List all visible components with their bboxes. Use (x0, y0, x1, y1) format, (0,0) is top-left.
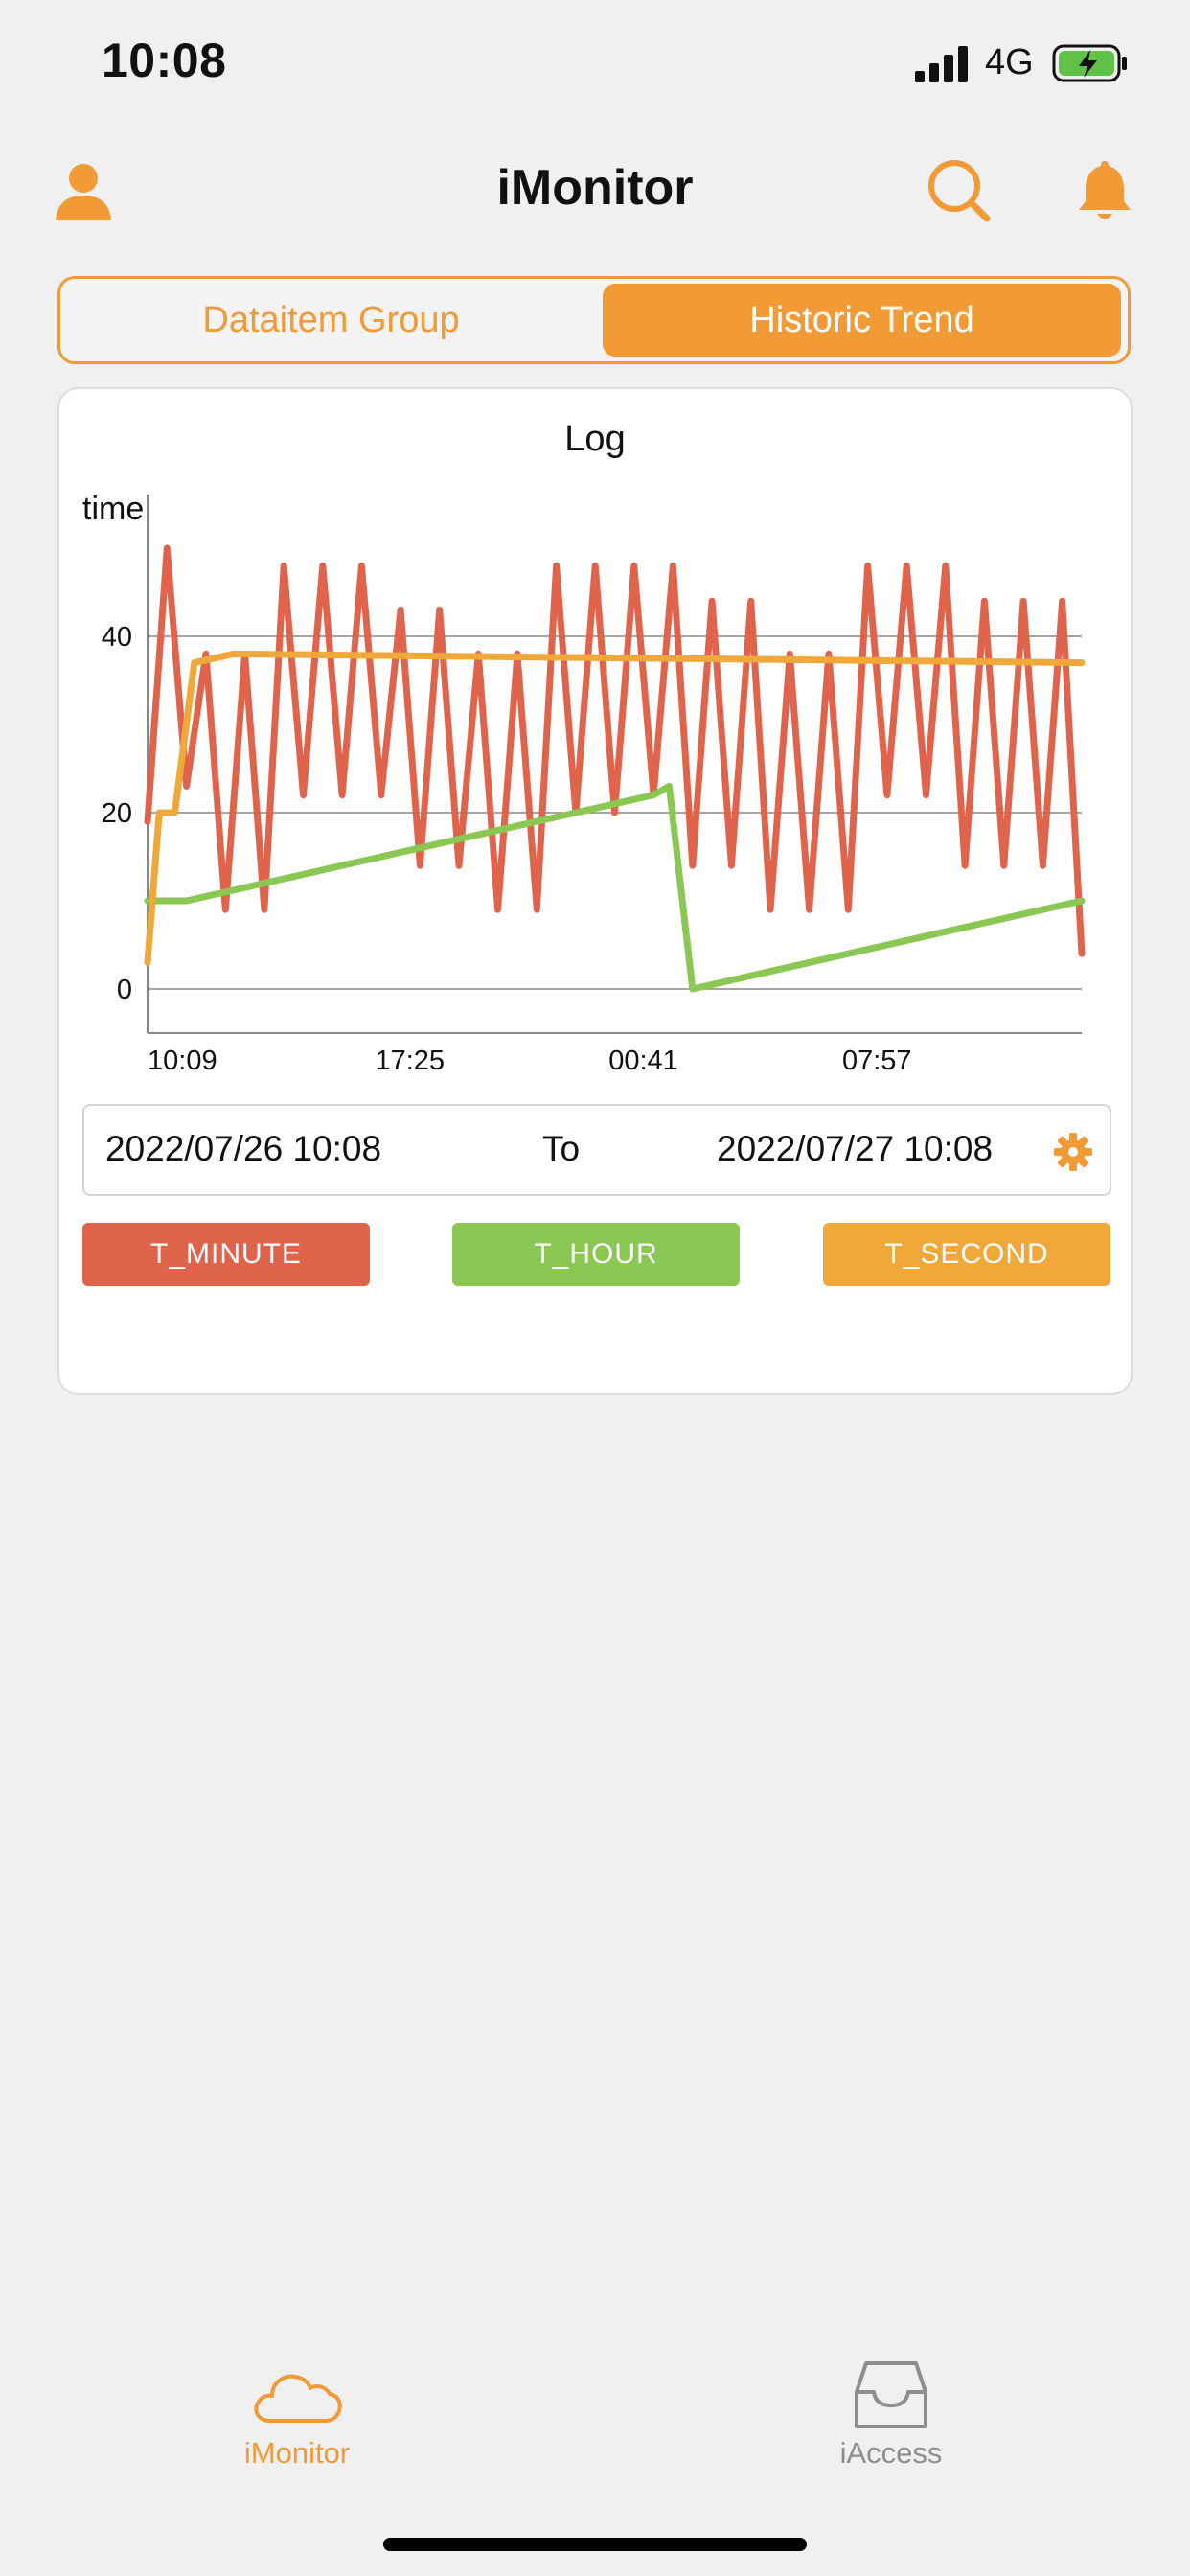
y-tick-label: 0 (117, 975, 132, 1005)
line-chart: Log time 0 20 40 10:09 17:25 00:41 07:57 (82, 419, 1086, 1076)
legend-t-hour[interactable]: T_HOUR (452, 1223, 740, 1286)
legend-t-second[interactable]: T_SECOND (823, 1223, 1110, 1286)
cloud-icon (254, 2374, 342, 2423)
series-line-t-hour (144, 782, 1086, 993)
y-tick-label: 40 (102, 622, 132, 653)
signal-icon (915, 46, 968, 82)
x-tick-label: 17:25 (375, 1046, 445, 1076)
tab-dataitem-group[interactable]: Dataitem Group (202, 299, 460, 340)
segmented-control: Dataitem Group Historic Trend (57, 276, 1131, 364)
page-title: iMonitor (496, 160, 694, 216)
gear-icon[interactable] (1052, 1131, 1094, 1173)
nav-bar: iMonitor (0, 144, 1190, 240)
x-tick-label: 10:09 (148, 1046, 217, 1076)
y-axis-label: time (82, 491, 144, 527)
network-type: 4G (985, 42, 1034, 82)
x-tick-label: 00:41 (608, 1046, 678, 1076)
end-date[interactable]: 2022/07/27 10:08 (717, 1129, 994, 1168)
battery-icon (1052, 44, 1127, 82)
inbox-icon (855, 2361, 927, 2428)
tab-iaccess-label: iAccess (839, 2436, 943, 2470)
status-bar: 10:08 4G (0, 0, 1190, 134)
series-line-t-second (144, 650, 1086, 966)
search-icon[interactable] (926, 157, 993, 224)
series-line-t-minute (144, 544, 1086, 957)
home-indicator (383, 2538, 807, 2551)
tab-historic-trend[interactable]: Historic Trend (603, 284, 1121, 356)
bell-icon[interactable] (1071, 157, 1138, 224)
x-tick-label: 07:57 (842, 1046, 912, 1076)
start-date[interactable]: 2022/07/26 10:08 (105, 1129, 382, 1168)
tab-bar: iMonitor iAccess (0, 2319, 1190, 2576)
tab-iaccess[interactable]: iAccess (747, 2319, 1035, 2492)
y-tick-label: 20 (102, 798, 132, 829)
user-icon[interactable] (50, 157, 117, 224)
date-range-selector[interactable]: 2022/07/26 10:08 To 2022/07/27 10:08 (82, 1104, 1111, 1196)
tab-imonitor[interactable]: iMonitor (153, 2319, 441, 2492)
chart-card: Log time 0 20 40 10:09 17:25 00:41 07:57 2022/07… (57, 387, 1133, 1395)
date-range-separator: To (542, 1129, 581, 1168)
status-time: 10:08 (102, 34, 227, 87)
chart-title: Log (564, 419, 625, 459)
legend-t-minute[interactable]: T_MINUTE (82, 1223, 370, 1286)
tab-imonitor-label: iMonitor (243, 2436, 351, 2470)
